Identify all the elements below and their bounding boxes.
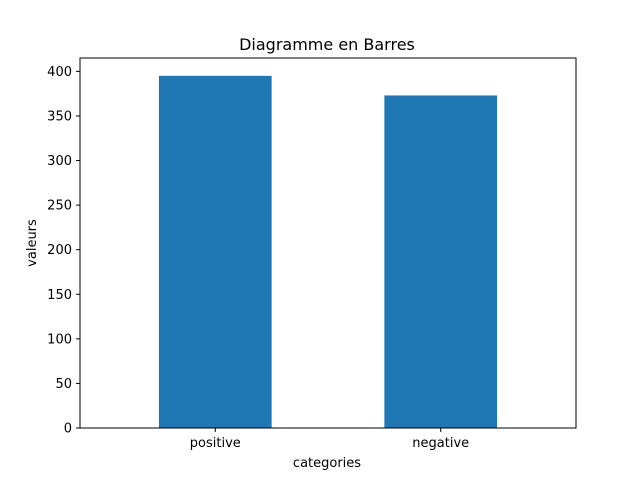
bar-positive [158,75,272,428]
y-tick-label: 200 [47,243,72,258]
x-tick-label-negative: negative [412,436,469,451]
y-tick-label: 50 [55,377,72,392]
y-tick-label: 250 [47,199,72,214]
y-axis: 0 50 100 150 200 250 300 350 400 [47,65,80,437]
plot-frame [79,57,577,429]
y-tick-label: 400 [47,65,72,80]
bar-group [158,75,498,428]
y-axis-label: valeurs [25,219,40,267]
y-tick-label: 350 [47,109,72,124]
y-tick-label: 150 [47,288,72,303]
chart-title: Diagramme en Barres [239,35,415,54]
y-tick-label: 100 [47,332,72,347]
y-tick-label: 300 [47,154,72,169]
bar-negative [384,95,498,428]
x-axis-label: categories [293,456,361,471]
y-tick-label: 0 [64,422,72,437]
x-tick-label-positive: positive [190,436,241,451]
x-axis: positive negative [190,428,469,451]
